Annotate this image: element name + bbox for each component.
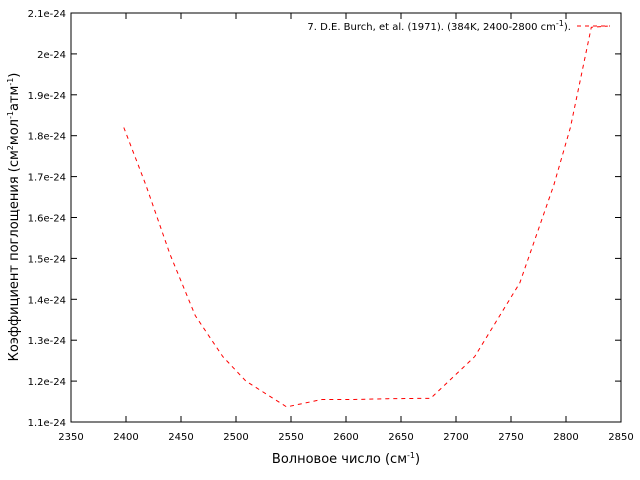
x-tick-label: 2400 xyxy=(113,432,138,443)
y-tick-label: 2.1e-24 xyxy=(28,9,66,20)
plot-frame xyxy=(70,12,622,423)
y-tick-label: 1.7e-24 xyxy=(28,173,66,184)
y-tick-label: 1.1e-24 xyxy=(28,418,66,429)
x-tick-label: 2600 xyxy=(333,432,358,443)
y-tick-label: 1.4e-24 xyxy=(28,295,66,306)
x-tick-label: 2650 xyxy=(388,432,413,443)
y-tick-label: 1.8e-24 xyxy=(28,132,66,143)
y-tick-label: 2e-24 xyxy=(37,50,66,61)
y-tick-label: 1.9e-24 xyxy=(28,91,66,102)
y-axis: 1.1e-24 1.2e-24 1.3e-24 1.4e-24 1.5e-24 1.6e-… xyxy=(28,9,621,429)
y-tick-label: 1.3e-24 xyxy=(28,336,66,347)
y-tick-label: 1.6e-24 xyxy=(28,214,66,225)
x-tick-label: 2500 xyxy=(223,432,248,443)
x-tick-label: 2850 xyxy=(608,432,633,443)
series-line xyxy=(123,25,608,408)
x-tick-label: 2450 xyxy=(168,432,193,443)
x-tick-label: 2750 xyxy=(498,432,523,443)
x-tick-label: 2550 xyxy=(278,432,303,443)
y-tick-label: 1.5e-24 xyxy=(28,254,66,265)
legend-label: 7. D.E. Burch, et al. (1971). (384K, 240… xyxy=(307,19,571,33)
series-layer xyxy=(123,25,608,408)
x-axis: 2350 2400 2450 2500 2550 2600 2650 2700 2750 2800… xyxy=(58,13,634,443)
y-tick-label: 1.2e-24 xyxy=(28,377,66,388)
x-tick-label: 2700 xyxy=(443,432,468,443)
y-axis-title: Коэффициент поглощения (см2мол-1атм-1) xyxy=(6,73,22,362)
x-tick-label: 2350 xyxy=(58,432,83,443)
x-tick-label: 2800 xyxy=(553,432,578,443)
x-axis-title: Волновое число (см-1) xyxy=(272,451,420,467)
